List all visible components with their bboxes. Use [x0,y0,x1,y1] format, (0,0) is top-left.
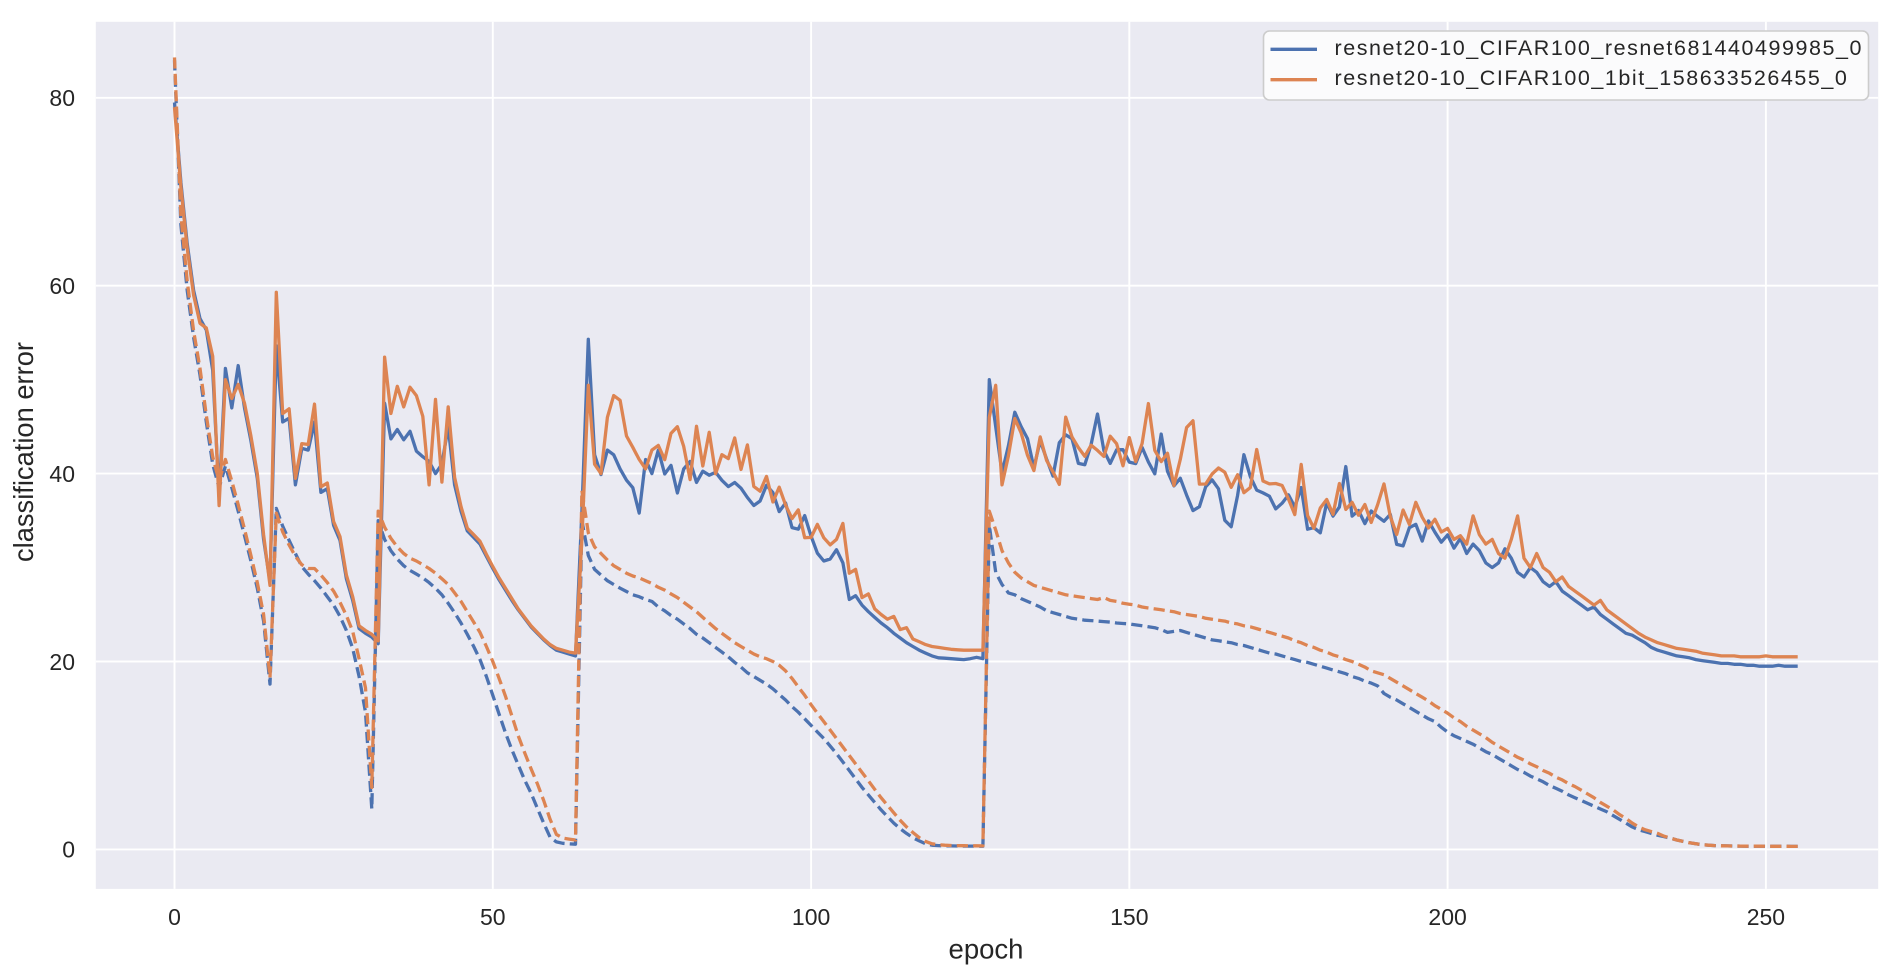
svg-text:100: 100 [792,904,830,930]
svg-text:0: 0 [168,904,181,930]
svg-text:0: 0 [62,837,75,863]
svg-text:resnet20-10_CIFAR100_1bit_1586: resnet20-10_CIFAR100_1bit_158633526455_0 [1335,66,1849,90]
svg-text:50: 50 [480,904,506,930]
svg-text:150: 150 [1110,904,1148,930]
svg-text:80: 80 [49,85,75,111]
svg-text:epoch: epoch [949,934,1024,965]
svg-text:20: 20 [49,649,75,675]
svg-text:classification error: classification error [8,342,39,562]
svg-text:60: 60 [49,273,75,299]
svg-text:40: 40 [49,461,75,487]
svg-text:resnet20-10_CIFAR100_resnet681: resnet20-10_CIFAR100_resnet681440499985_… [1335,36,1864,60]
svg-text:200: 200 [1428,904,1466,930]
svg-text:250: 250 [1747,904,1785,930]
